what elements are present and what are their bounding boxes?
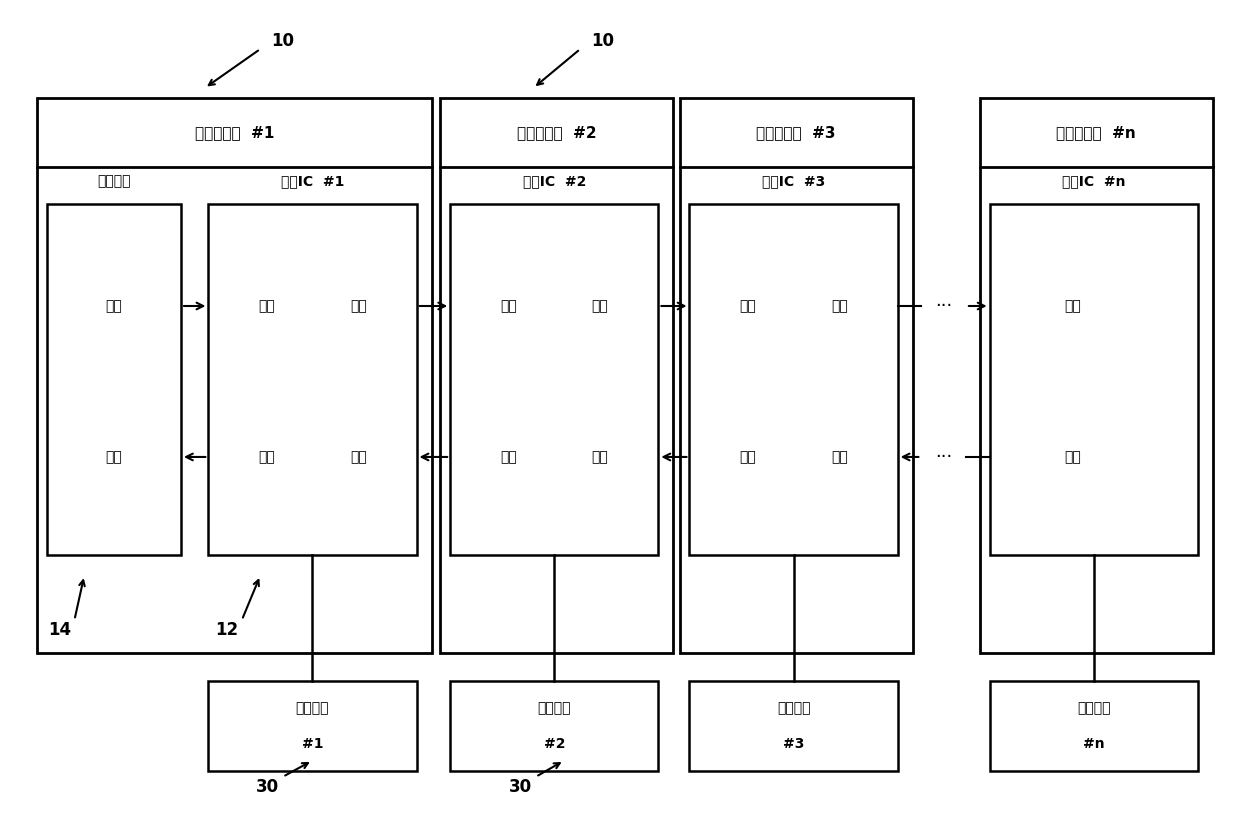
Text: 电池模块: 电池模块 bbox=[776, 701, 811, 716]
Bar bbox=[37, 98, 432, 653]
Text: #1: #1 bbox=[301, 737, 324, 752]
Text: 输出: 输出 bbox=[500, 450, 517, 464]
Text: 10: 10 bbox=[272, 32, 294, 50]
Text: 输入: 输入 bbox=[105, 450, 123, 464]
Text: 感应IC  #2: 感应IC #2 bbox=[522, 174, 587, 188]
Bar bbox=[450, 681, 658, 771]
Text: 感应IC  #1: 感应IC #1 bbox=[280, 174, 345, 188]
Text: 输出: 输出 bbox=[350, 299, 367, 313]
Text: 从属控制部  #1: 从属控制部 #1 bbox=[195, 125, 274, 140]
Text: 电池模块: 电池模块 bbox=[537, 701, 572, 716]
Text: 输出: 输出 bbox=[1064, 450, 1081, 464]
Text: 30: 30 bbox=[257, 778, 279, 796]
Text: 输入: 输入 bbox=[258, 299, 275, 313]
Text: 12: 12 bbox=[216, 621, 238, 639]
Bar bbox=[990, 204, 1198, 555]
Text: 输入: 输入 bbox=[739, 299, 756, 313]
Text: 感应IC  #3: 感应IC #3 bbox=[761, 174, 826, 188]
Bar bbox=[990, 681, 1198, 771]
Text: 输出: 输出 bbox=[258, 450, 275, 464]
Text: 输入: 输入 bbox=[831, 450, 848, 464]
Text: 电池模块: 电池模块 bbox=[1076, 701, 1111, 716]
Text: 电池模块: 电池模块 bbox=[295, 701, 330, 716]
Bar bbox=[47, 204, 181, 555]
Bar bbox=[689, 681, 898, 771]
Text: 微控制器: 微控制器 bbox=[97, 174, 131, 188]
Text: 输出: 输出 bbox=[591, 299, 609, 313]
Bar bbox=[980, 98, 1213, 653]
Text: #3: #3 bbox=[782, 737, 805, 752]
Text: 输入: 输入 bbox=[591, 450, 609, 464]
Bar bbox=[689, 204, 898, 555]
Text: 感应IC  #n: 感应IC #n bbox=[1061, 174, 1126, 188]
Text: 输入: 输入 bbox=[500, 299, 517, 313]
Bar bbox=[440, 98, 673, 653]
Bar bbox=[680, 98, 913, 653]
Text: 30: 30 bbox=[510, 778, 532, 796]
Text: 输出: 输出 bbox=[105, 299, 123, 313]
Text: #2: #2 bbox=[543, 737, 565, 752]
Text: #n: #n bbox=[1083, 737, 1105, 752]
Bar bbox=[450, 204, 658, 555]
Text: 从属控制部  #2: 从属控制部 #2 bbox=[517, 125, 596, 140]
Text: 10: 10 bbox=[591, 32, 614, 50]
Text: ···: ··· bbox=[935, 297, 952, 315]
Text: 输入: 输入 bbox=[1064, 299, 1081, 313]
Text: 输出: 输出 bbox=[739, 450, 756, 464]
Text: 14: 14 bbox=[48, 621, 71, 639]
Text: 输入: 输入 bbox=[350, 450, 367, 464]
Text: 从属控制部  #n: 从属控制部 #n bbox=[1056, 125, 1136, 140]
Text: 输出: 输出 bbox=[831, 299, 848, 313]
Text: 从属控制部  #3: 从属控制部 #3 bbox=[756, 125, 836, 140]
Text: ···: ··· bbox=[935, 448, 952, 466]
Bar bbox=[208, 681, 417, 771]
Bar bbox=[208, 204, 417, 555]
